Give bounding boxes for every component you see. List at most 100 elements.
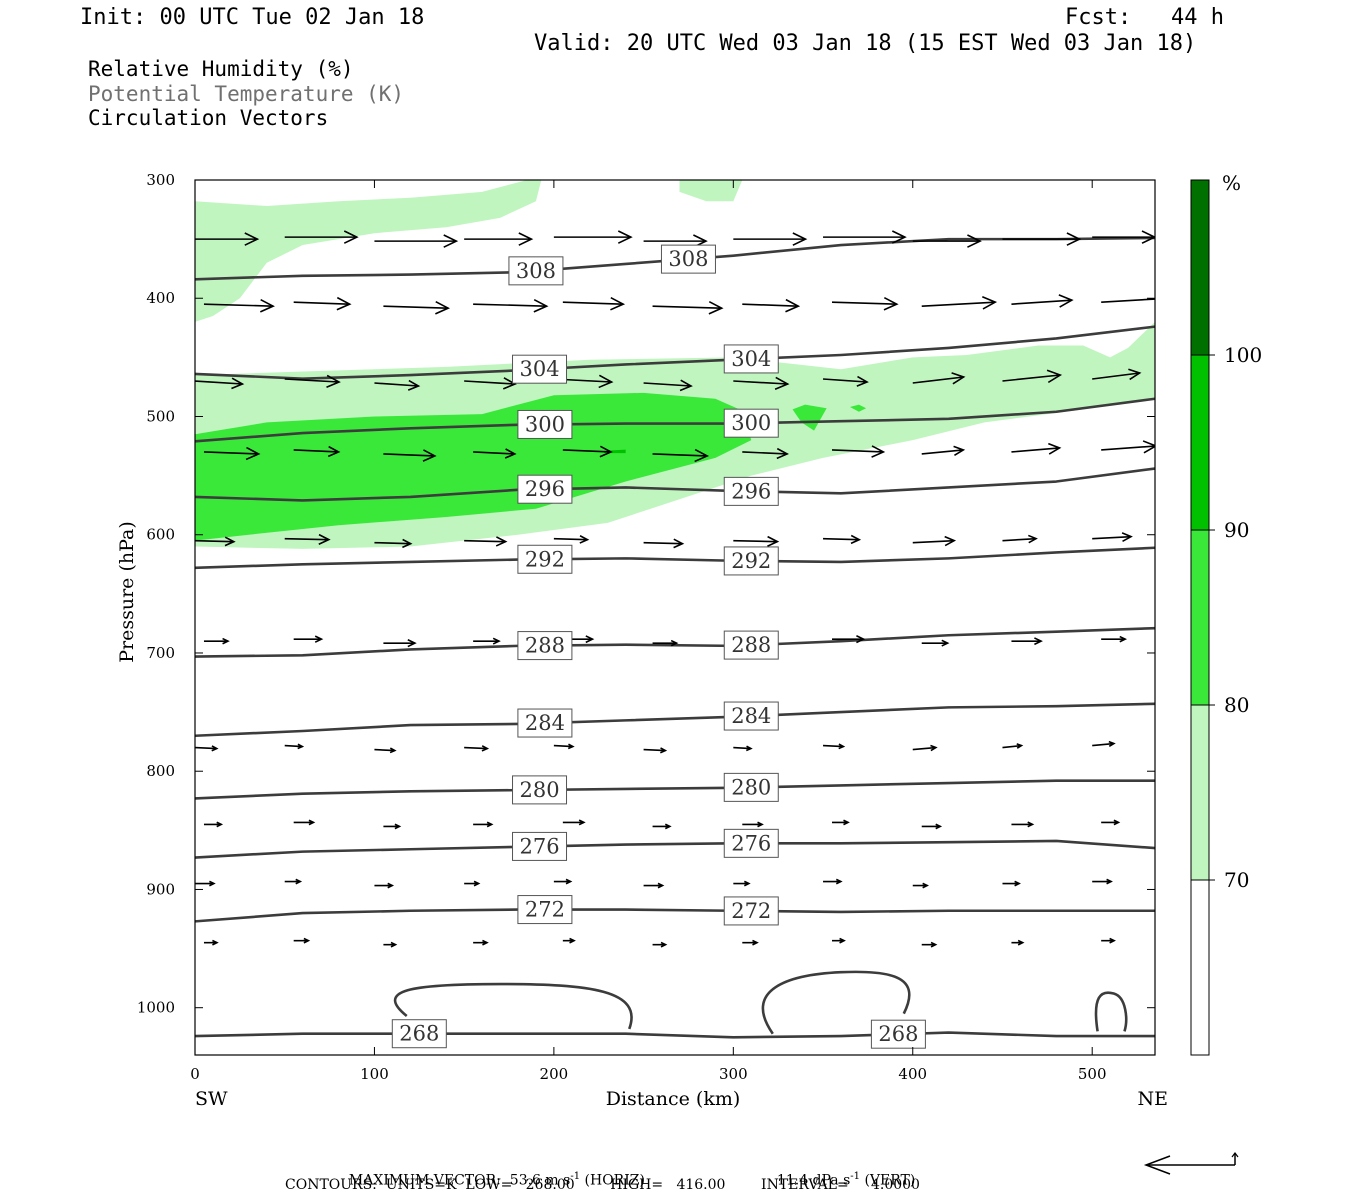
vector-shaft [374,541,411,545]
y-tick-label: 900 [146,880,175,898]
circulation-vector [823,534,862,545]
vector-arrowhead [850,534,862,545]
vector-arrowhead [679,379,693,392]
contour-label-308: 308 [668,247,708,271]
contour-label-300: 300 [525,412,565,436]
vector-arrowhead [326,374,341,388]
circulation-vector [822,743,846,750]
vector-arrowhead [297,743,305,750]
legend-vectors: Circulation Vectors [88,106,329,130]
circulation-vector [284,533,331,545]
contour-label-292: 292 [525,547,565,571]
circulation-vector [374,379,421,391]
vector-shaft [383,305,449,309]
theta-contour-268-dome-1 [393,982,633,1030]
vector-shaft [284,744,303,748]
vector-arrowhead [327,445,341,458]
circulation-vector [284,230,359,244]
vector-arrowhead [222,637,230,645]
contour-label-284: 284 [731,704,771,728]
vector-shaft [464,539,506,543]
vector-arrowhead [1157,293,1170,305]
rh-80-speck [849,404,867,412]
contour-label-box [870,1019,926,1049]
vector-arrowhead [244,232,260,246]
circulation-vector [912,234,982,248]
vector-arrowhead [492,637,501,645]
circulation-vector [643,882,665,889]
vector-arrowhead [473,880,481,887]
contour-label-box [508,256,564,286]
forecast-hour: Fcst: 44 h [1065,5,1224,30]
footer-max-vector: MAXIMUM VECTOR: 53.6 m s-1 (HORIZ) [348,1171,645,1189]
circulation-vector [195,536,236,547]
circulation-vector [1011,821,1035,828]
colorbar-segment [1190,179,1210,356]
legend-theta: Potential Temperature (K) [88,82,405,106]
circulation-vector [383,941,398,948]
contour-label-304: 304 [519,357,559,381]
vector-shaft [293,449,339,453]
contour-label-box [723,630,779,660]
contour-label-box [723,828,779,858]
circulation-vector [553,743,575,750]
circulation-vector [921,445,966,457]
vector-arrowhead [871,445,886,458]
contour-label-268: 268 [399,1022,439,1046]
circulation-vector [742,447,789,460]
vector-arrowhead [856,375,869,387]
vector-arrowhead [843,819,850,826]
circulation-vector [473,939,489,946]
circulation-vector [203,298,275,313]
y-tick-label: 1000 [137,999,175,1017]
y-tick-label: 700 [146,644,175,662]
vector-arrowhead [785,298,801,313]
vector-shaft [473,451,515,455]
vector-arrowhead [533,299,549,313]
circulation-vector [823,230,907,244]
circulation-vector [652,823,672,830]
circulation-vector [284,878,303,885]
circulation-vector [832,635,866,644]
vector-arrowhead [1121,532,1133,543]
circulation-vector [1092,368,1142,381]
x-tick-label: 100 [360,1065,389,1083]
vector-arrowhead [967,234,982,248]
vector-arrowhead [518,232,534,246]
contour-label-296: 296 [525,477,565,501]
vector-arrowhead [1058,294,1074,308]
theta-contour-268-dome-3 [1094,991,1128,1032]
init-time: Init: 00 UTC Tue 02 Jan 18 [80,5,425,30]
vector-arrowhead [502,377,517,390]
vector-arrowhead [617,230,633,244]
x-tick-label: 500 [1078,1065,1107,1083]
circulation-vector [832,819,850,826]
circulation-vector [1101,440,1155,454]
vector-arrowhead [259,298,275,313]
circulation-vector [1011,294,1074,308]
circulation-vector [912,882,929,889]
vector-arrowhead [486,821,494,828]
vector-shaft [733,746,751,750]
theta-contour-296 [195,467,1155,502]
y-axis-title: Pressure (hPa) [116,521,138,663]
vector-arrowhead [1028,534,1038,544]
circulation-vector [742,298,801,313]
contour-label-box [517,409,573,439]
vector-arrowhead [776,447,789,460]
circulation-vector [473,637,501,645]
vector-arrowhead [224,536,236,547]
vector-arrowhead [1014,880,1021,887]
contour-label-280: 280 [519,778,559,802]
vector-shaft [1101,298,1155,303]
contour-label-box [660,244,716,274]
colorbar-label: 80 [1224,693,1249,717]
vector-shaft [823,537,860,541]
legend-rh: Relative Humidity (%) [88,57,354,81]
vector-arrowhead [212,939,219,946]
colorbar-unit: % [1222,171,1241,195]
vector-arrowhead [941,639,950,647]
circulation-vector [464,536,508,547]
axes: 300 400 500 600 700 800 900 1000 0 100 200 300 400 50… [116,171,1168,1110]
plot-frame [194,179,1156,1056]
